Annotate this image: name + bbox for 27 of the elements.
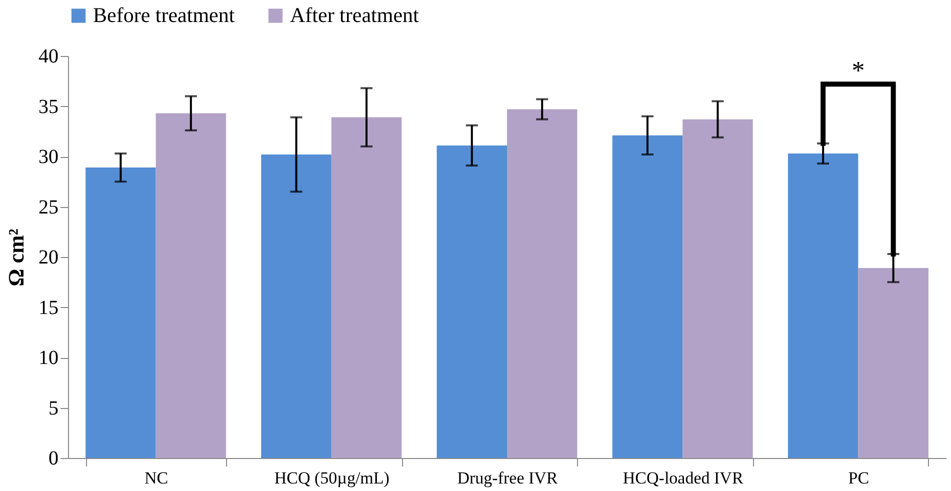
y-tick-label: 0 (48, 448, 58, 470)
legend-label: Before treatment (93, 2, 235, 27)
y-tick-label: 35 (38, 96, 58, 118)
x-tick-label: Drug-free IVR (457, 468, 558, 488)
bar (86, 168, 156, 458)
bar (507, 109, 578, 458)
x-tick-label: PC (848, 468, 870, 488)
y-axis-title: Ω cm² (4, 228, 28, 286)
bar (612, 135, 683, 458)
bar (156, 113, 226, 458)
y-tick-label: 25 (38, 196, 58, 218)
annotation: * (852, 56, 865, 86)
x-tick-label: HCQ-loaded IVR (622, 468, 744, 488)
y-tick-label: 30 (38, 146, 58, 168)
x-tick-label: NC (144, 468, 168, 488)
legend-label: After treatment (290, 2, 420, 27)
bar (261, 154, 332, 458)
bar (331, 117, 402, 458)
x-tick-label: HCQ (50µg/mL) (274, 468, 390, 488)
bar (682, 119, 753, 458)
y-tick-label: 15 (38, 296, 58, 319)
y-tick-label: 5 (48, 397, 58, 420)
y-tick-label: 10 (38, 347, 58, 369)
bar (436, 145, 507, 458)
y-tick-label: 40 (38, 46, 58, 68)
y-tick-label: 20 (38, 246, 58, 268)
bar (858, 268, 928, 458)
